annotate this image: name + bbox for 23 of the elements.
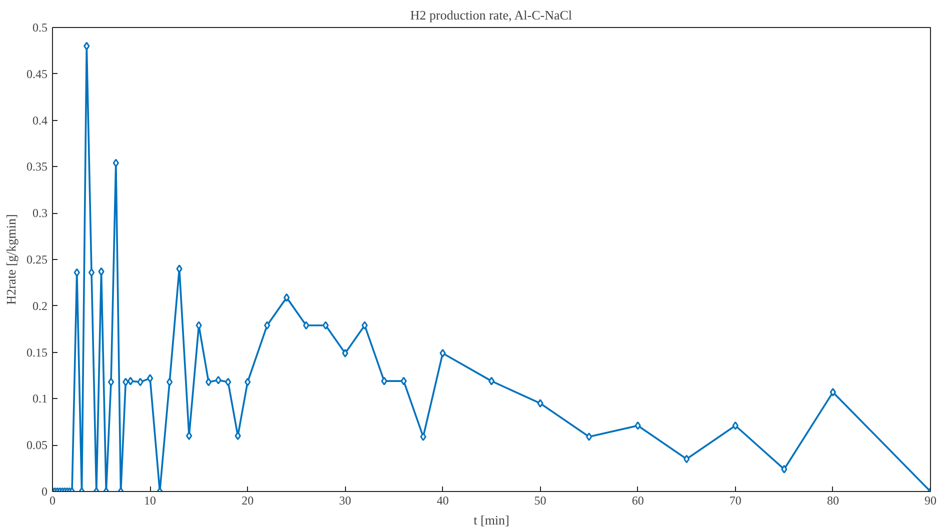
- y-tick-label: 0.15: [26, 345, 48, 360]
- y-tick-label: 0.05: [26, 438, 48, 452]
- x-tick-label: 30: [339, 494, 352, 508]
- x-tick-label: 20: [242, 494, 254, 508]
- y-tick-label: 0.45: [26, 66, 48, 81]
- y-tick-label: 0.3: [32, 206, 48, 220]
- y-tick-label: 0.25: [26, 252, 48, 266]
- x-tick-label: 80: [826, 494, 839, 508]
- chart-title: H2 production rate, Al-C-NaCl: [410, 8, 572, 22]
- y-tick-label: 0.2: [32, 298, 48, 313]
- x-tick-label: 90: [924, 494, 936, 508]
- x-tick-label: 70: [729, 494, 742, 508]
- y-tick-label: 0: [42, 484, 48, 498]
- y-tick-label: 0.35: [26, 160, 48, 174]
- x-axis-title: t [min]: [474, 512, 510, 528]
- x-tick-label: 60: [632, 494, 644, 508]
- x-tick-label: 50: [534, 494, 546, 508]
- y-axis-title: H2rate [g/kgmin]: [4, 214, 18, 305]
- x-tick-label: 40: [436, 494, 449, 508]
- y-tick-label: 0.5: [32, 20, 48, 34]
- y-tick-label: 0.4: [32, 113, 48, 128]
- y-tick-label: 0.1: [32, 392, 48, 406]
- x-tick-label: 10: [144, 494, 156, 508]
